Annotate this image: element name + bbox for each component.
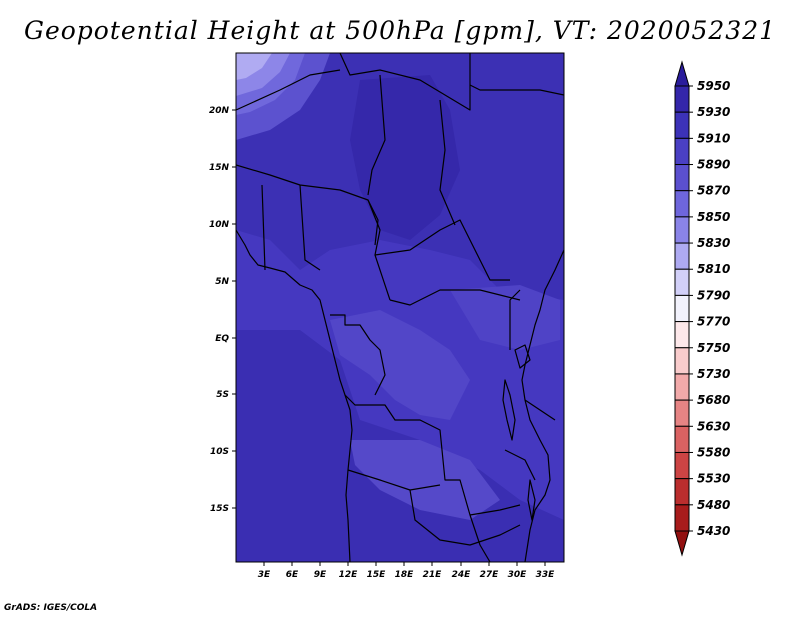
colorbar-label: 5730	[697, 367, 730, 381]
colorbar-segment	[674, 111, 690, 139]
colorbar-segment	[674, 504, 690, 532]
lat-tick-label: 15N	[209, 163, 230, 173]
lon-tick-label: 12E	[339, 570, 359, 580]
border-8	[299, 184, 321, 271]
border-7	[261, 184, 266, 271]
colorbar-label: 5480	[697, 498, 730, 512]
colorbar-segment	[674, 164, 690, 192]
colorbar-segment	[674, 137, 690, 166]
colorbar-segment	[674, 478, 690, 506]
colorbar-segment	[674, 373, 690, 401]
colorbar-segment	[674, 190, 690, 218]
colorbar-label: 5680	[697, 393, 730, 407]
lon-tick-label: 6E	[286, 570, 299, 580]
lat-tick-label: 5S	[216, 390, 229, 400]
colorbar-segment	[674, 399, 690, 427]
colorbar-label: 5910	[697, 131, 730, 145]
border-6	[236, 164, 379, 246]
colorbar-label: 5530	[697, 472, 730, 486]
map-boundaries	[236, 53, 564, 562]
border-16	[509, 289, 521, 350]
colorbar-segment	[674, 268, 690, 296]
border-10	[374, 219, 510, 281]
colorbar-label: 5890	[697, 158, 730, 172]
latitude-axis: 20N 15N 10N 5N EQ 5S 10S 15S	[209, 106, 236, 514]
field-zone-light-congo	[330, 310, 470, 420]
border-3	[367, 74, 386, 196]
lake-tanganyika	[502, 379, 516, 441]
border-17	[524, 399, 556, 421]
border-13	[344, 394, 521, 516]
colorbar-label: 5830	[697, 236, 730, 250]
colorbar-label: 5770	[697, 315, 730, 329]
border-2	[236, 69, 341, 111]
lon-tick-label: 21E	[423, 570, 443, 580]
border-19	[469, 514, 491, 562]
chart-title: Geopotential Height at 500hPa [gpm], VT:…	[23, 16, 777, 45]
field-zone-corner-4	[236, 53, 272, 80]
map-panel	[236, 53, 564, 562]
colorbar-label: 5790	[697, 288, 730, 302]
lon-tick-label: 27E	[480, 570, 500, 580]
colorbar-label: 5580	[697, 445, 730, 459]
lat-tick-label: 10S	[210, 447, 229, 457]
border-14	[347, 469, 441, 491]
colorbar: 5950 5930 5910 5890 5870 5850 5830 5810 5790 5770…	[674, 60, 730, 557]
colorbar-label: 5950	[697, 79, 730, 93]
lake-malawi	[527, 479, 536, 521]
lake-victoria	[514, 344, 531, 369]
colorbar-label: 5630	[697, 419, 730, 433]
colorbar-segment	[674, 425, 690, 453]
colorbar-min-arrow	[674, 530, 690, 557]
lat-tick-label: 15S	[210, 504, 229, 514]
colorbar-segment	[674, 242, 690, 270]
lat-tick-label: 5N	[215, 277, 229, 287]
map-frame	[235, 52, 565, 563]
field-zone-light-southcentral	[350, 440, 500, 520]
field-zone-darkest-north	[350, 75, 460, 240]
lon-tick-label: 9E	[314, 570, 327, 580]
colorbar-segment	[674, 321, 690, 349]
colorbar-max-arrow	[674, 60, 690, 87]
software-credit: GrADS: IGES/COLA	[4, 603, 98, 613]
colorbar-segment	[674, 216, 690, 244]
colorbar-label: 5430	[697, 524, 730, 538]
lon-tick-label: 3E	[258, 570, 271, 580]
lat-tick-label: 20N	[209, 106, 230, 116]
colorbar-label: 5930	[697, 105, 730, 119]
colorbar-segment	[674, 451, 690, 480]
colorbar-segment	[674, 85, 690, 113]
longitude-axis: 3E 6E 9E 12E 15E 18E 21E 24E 27E 30E 33E	[258, 562, 555, 580]
border-11	[389, 289, 521, 306]
border-15	[409, 489, 521, 546]
coastline-west-africa	[236, 229, 353, 562]
border-4	[469, 84, 564, 96]
colorbar-label: 5870	[697, 184, 730, 198]
lon-tick-label: 30E	[508, 570, 528, 580]
colorbar-segment	[674, 347, 690, 375]
lon-tick-label: 33E	[536, 570, 556, 580]
border-12	[330, 314, 386, 396]
colorbar-label: 5810	[697, 262, 730, 276]
border-5	[439, 99, 456, 226]
colorbar-label: 5750	[697, 341, 730, 355]
colorbar-label: 5850	[697, 210, 730, 224]
lon-tick-label: 15E	[367, 570, 387, 580]
border-18	[504, 449, 536, 481]
lat-tick-label: 10N	[209, 220, 230, 230]
lat-tick-label: EQ	[215, 334, 229, 344]
border-1	[339, 53, 471, 111]
lon-tick-label: 18E	[395, 570, 415, 580]
lon-tick-label: 24E	[452, 570, 472, 580]
colorbar-segment	[674, 294, 690, 323]
